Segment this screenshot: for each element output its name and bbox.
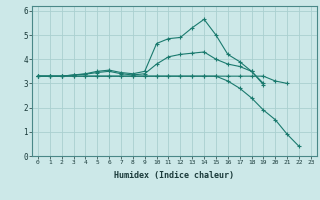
X-axis label: Humidex (Indice chaleur): Humidex (Indice chaleur) xyxy=(115,171,234,180)
